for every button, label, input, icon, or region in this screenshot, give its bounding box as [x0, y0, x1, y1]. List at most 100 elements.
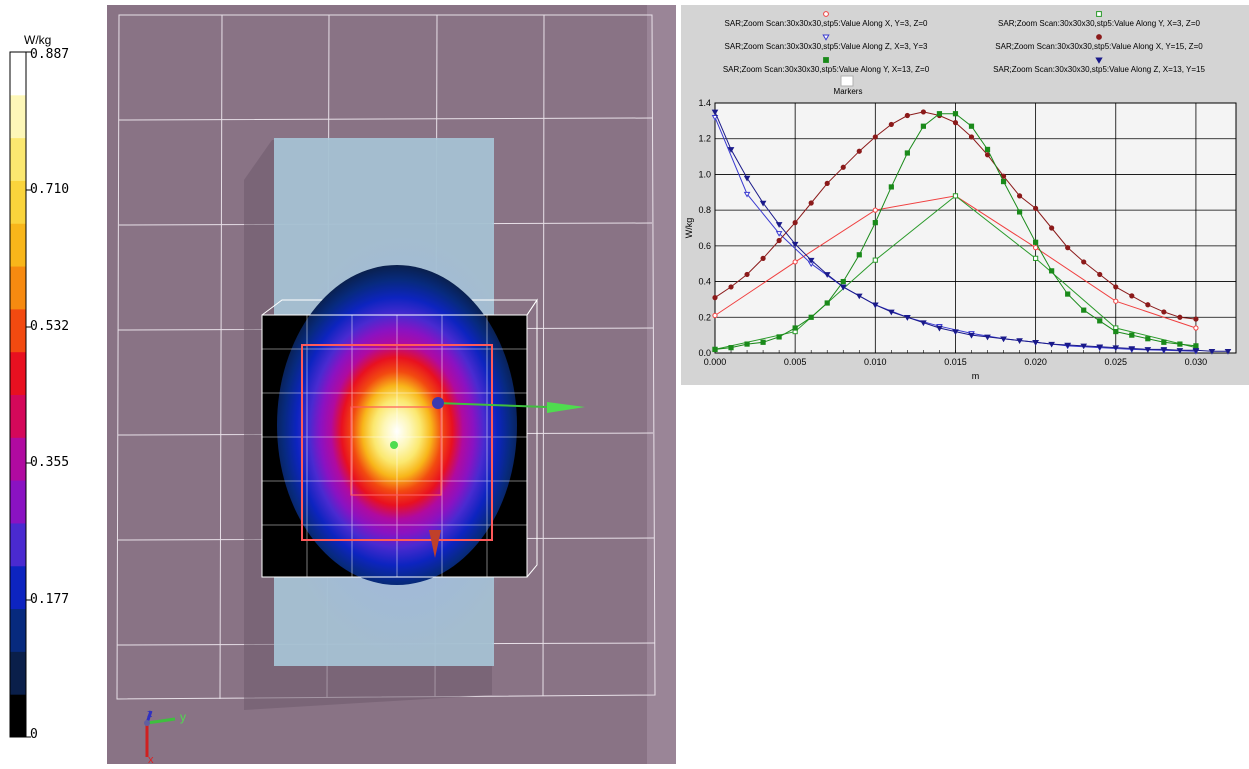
data-point — [792, 325, 798, 331]
data-point — [888, 309, 895, 316]
colorbar-tick-min: 0 — [30, 727, 38, 742]
data-point — [1193, 343, 1199, 349]
colorbar — [9, 51, 31, 738]
x-tick-label: 0.015 — [944, 357, 967, 367]
data-point — [760, 339, 766, 345]
data-point — [1160, 347, 1168, 353]
data-point — [823, 272, 831, 278]
data-point — [759, 200, 767, 207]
data-point — [792, 220, 798, 226]
data-point — [1208, 348, 1216, 355]
data-point — [904, 315, 911, 321]
data-point — [1065, 291, 1071, 297]
data-point — [1113, 328, 1119, 335]
data-point — [840, 164, 846, 170]
probe-center — [390, 441, 398, 449]
probe-frame — [301, 344, 493, 541]
colorbar-band — [10, 52, 26, 96]
data-point — [1145, 336, 1151, 342]
data-point — [1065, 245, 1071, 251]
data-point — [712, 312, 718, 319]
data-point — [824, 180, 830, 186]
data-point — [1064, 342, 1071, 349]
data-point — [1192, 348, 1200, 354]
colorbar-band — [10, 694, 26, 738]
data-point — [872, 257, 878, 263]
markers-swatch — [840, 75, 854, 87]
sar-line-chart[interactable]: SAR;Zoom Scan:30x30x30,stp5:Value Along … — [681, 5, 1249, 385]
x-tick-label: 0.010 — [864, 357, 887, 367]
data-point — [840, 278, 846, 285]
data-point — [1033, 255, 1039, 261]
x-axis-label: m — [972, 371, 980, 381]
data-point — [1193, 325, 1199, 331]
data-point — [968, 123, 975, 129]
data-point — [1176, 348, 1184, 354]
colorbar-tick: 0.532 — [30, 319, 70, 334]
x-tick-label: 0.000 — [704, 357, 727, 367]
data-point — [1033, 205, 1039, 211]
data-point — [888, 184, 894, 190]
sar-line-chart-panel: SAR;Zoom Scan:30x30x30,stp5:Value Along … — [681, 5, 1249, 385]
axis-label-x: x — [148, 754, 154, 764]
color-scale-panel: W/kg 0.887 0.710 0.532 0.355 0.177 0 — [0, 0, 100, 764]
legend-marker — [823, 57, 829, 63]
colorbar-tick: 0.710 — [30, 182, 70, 197]
data-point — [839, 284, 847, 291]
data-point — [743, 191, 751, 198]
x-tick-label: 0.025 — [1105, 357, 1128, 367]
colorbar-tick-max: 0.887 — [30, 47, 70, 62]
data-point — [1112, 345, 1120, 352]
data-point — [1097, 318, 1103, 324]
data-point — [952, 120, 959, 126]
data-point — [1161, 339, 1167, 345]
data-point — [936, 325, 943, 332]
data-point — [1016, 193, 1023, 199]
data-point — [1032, 340, 1039, 346]
legend-marker — [822, 34, 830, 41]
data-point — [728, 284, 734, 290]
data-point — [1144, 347, 1152, 353]
zoom-box-edge — [526, 298, 538, 578]
colorbar-band — [10, 266, 26, 310]
data-point — [1224, 348, 1232, 355]
sar-3d-viewport[interactable]: y z x — [107, 5, 676, 766]
data-point — [1000, 336, 1007, 343]
data-point — [1096, 344, 1104, 351]
colorbar-unit: W/kg — [24, 33, 52, 47]
data-point — [1080, 343, 1088, 350]
legend-label: SAR;Zoom Scan:30x30x30,stp5:Value Along … — [995, 42, 1203, 51]
data-point — [968, 134, 975, 140]
legend-label: SAR;Zoom Scan:30x30x30,stp5:Value Along … — [998, 19, 1200, 28]
data-point — [1081, 307, 1087, 313]
sar-3d-scene: y z x — [107, 5, 676, 766]
data-point — [904, 112, 910, 119]
colorbar-band — [10, 94, 26, 139]
data-point — [920, 109, 926, 115]
data-point — [968, 332, 975, 339]
data-point — [1033, 245, 1039, 251]
data-point — [1000, 178, 1007, 185]
data-point — [952, 111, 959, 117]
x-axis-arrow — [436, 402, 548, 408]
chart-legend: SAR;Zoom Scan:30x30x30,stp5:Value Along … — [723, 11, 1205, 74]
data-point — [856, 148, 862, 154]
colorbar-band — [10, 394, 26, 438]
data-point — [855, 293, 863, 300]
colorbar-band — [10, 308, 26, 353]
data-point — [984, 152, 991, 158]
colorbar-band — [10, 480, 26, 524]
colorbar-band — [10, 351, 26, 395]
legend-label: SAR;Zoom Scan:30x30x30,stp5:Value Along … — [723, 65, 930, 74]
data-point — [1113, 284, 1119, 290]
x-arrow-head — [547, 402, 585, 413]
data-point — [712, 346, 718, 353]
data-point — [920, 123, 927, 129]
data-point — [984, 334, 991, 341]
plot-background — [714, 102, 1237, 354]
data-point — [888, 121, 894, 128]
y-tick-label: 0.8 — [698, 205, 711, 215]
data-point — [1145, 302, 1151, 308]
colorbar-tick: 0.355 — [30, 455, 70, 470]
colorbar-band — [10, 137, 26, 181]
